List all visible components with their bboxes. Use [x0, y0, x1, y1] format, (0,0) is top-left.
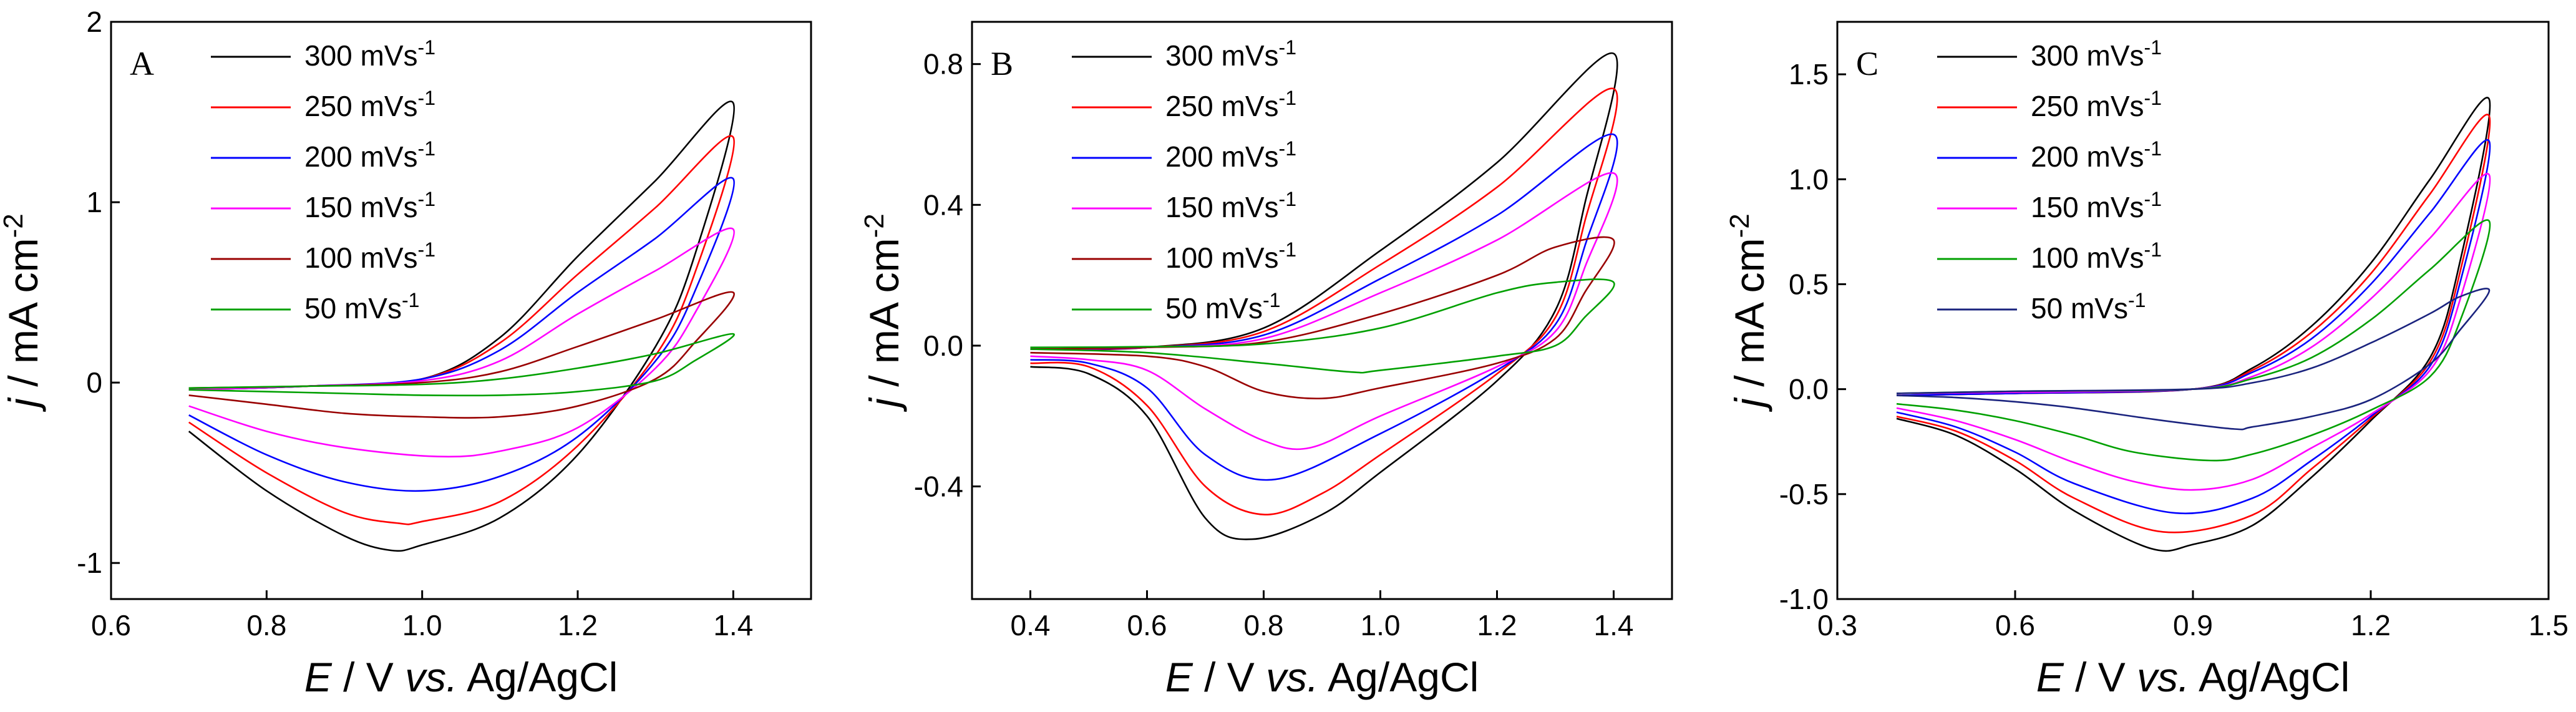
- y-tick-label: 0.4: [923, 188, 963, 221]
- x-axis-title: E / V vs. Ag/AgCl: [304, 654, 618, 700]
- y-tick-label: 0.0: [923, 329, 963, 362]
- x-tick-label: 0.6: [1127, 609, 1167, 641]
- x-tick-label: 0.4: [1011, 609, 1051, 641]
- legend-label: 150 mVs-1: [1165, 188, 1296, 223]
- y-tick-label: -0.5: [1779, 478, 1829, 510]
- cv-curve-150-mvs-1: [1030, 172, 1618, 451]
- legend-label: 50 mVs-1: [2031, 289, 2146, 324]
- cv-curve-250-mvs-1: [188, 135, 735, 525]
- legend-label: 200 mVs-1: [1165, 137, 1296, 173]
- legend-label: 250 mVs-1: [1165, 87, 1296, 122]
- legend-label: 300 mVs-1: [2031, 36, 2162, 72]
- panel-b: 0.4 0.6 0.8 1.0 1.2 1.4 -0.4 0.0 0.4 0.8 B E / V vs…: [859, 21, 1673, 700]
- legend-label: 300 mVs-1: [304, 36, 435, 72]
- x-tick-label: 0.3: [1817, 609, 1857, 641]
- cv-curve-200-mvs-1: [1030, 133, 1618, 481]
- legend-label: 50 mVs-1: [304, 289, 419, 324]
- cv-curve-300-mvs-1: [1030, 52, 1618, 540]
- panel-c: 0.3 0.6 0.9 1.2 1.5 -1.0 -0.5 0.0 0.5 1.0 1.5 C E / …: [1724, 21, 2569, 700]
- legend-label: 100 mVs-1: [304, 238, 435, 274]
- panel-label: B: [991, 45, 1013, 82]
- y-tick-label: 0: [86, 366, 102, 399]
- x-tick-label: 1.2: [558, 609, 598, 641]
- cv-curve-50-mvs-1: [1896, 288, 2491, 431]
- cv-curve-100-mvs-1: [1896, 219, 2491, 462]
- legend-label: 300 mVs-1: [1165, 36, 1296, 72]
- y-tick-label: 1.0: [1789, 163, 1829, 195]
- x-tick-label: 0.6: [91, 609, 131, 641]
- legend-label: 200 mVs-1: [304, 137, 435, 173]
- legend-label: 150 mVs-1: [304, 188, 435, 223]
- cv-curve-50-mvs-1: [1030, 278, 1615, 374]
- cv-curve-50-mvs-1: [188, 333, 735, 397]
- legend-label: 50 mVs-1: [1165, 289, 1280, 324]
- legend-label: 250 mVs-1: [2031, 87, 2162, 122]
- plot-frame: [110, 21, 812, 600]
- y-axis-title: j / mA cm-2: [1724, 213, 1773, 412]
- x-tick-label: 1.5: [2529, 609, 2569, 641]
- x-tick-label: 0.9: [2173, 609, 2213, 641]
- cv-curve-250-mvs-1: [1030, 87, 1618, 515]
- y-axis-title: j / mA cm-2: [0, 213, 46, 412]
- x-tick-label: 1.4: [1594, 609, 1634, 641]
- cv-curve-100-mvs-1: [1030, 236, 1615, 399]
- y-tick-label: -0.4: [914, 471, 963, 503]
- x-tick-label: 1.0: [402, 609, 442, 641]
- y-tick-label: -1.0: [1779, 583, 1829, 615]
- plot-frame: [971, 21, 1673, 600]
- legend-label: 150 mVs-1: [2031, 188, 2162, 223]
- cv-curve-200-mvs-1: [188, 177, 735, 492]
- x-tick-label: 0.8: [1244, 609, 1284, 641]
- y-tick-label: 1: [86, 186, 102, 218]
- y-tick-label: -1: [77, 547, 102, 579]
- x-tick-label: 0.6: [1995, 609, 2035, 641]
- panel-label: A: [130, 45, 154, 82]
- cv-curve-200-mvs-1: [1896, 139, 2491, 515]
- x-tick-label: 0.8: [246, 609, 286, 641]
- cv-curve-100-mvs-1: [188, 291, 735, 419]
- y-tick-label: 0.0: [1789, 373, 1829, 406]
- x-axis-title: E / V vs. Ag/AgCl: [1165, 654, 1479, 700]
- panel-a: 0.6 0.8 1.0 1.2 1.4 -1 0 1 2A E / V vs. Ag/AgCl j …: [0, 6, 812, 700]
- legend-label: 100 mVs-1: [1165, 238, 1296, 274]
- cv-curve-250-mvs-1: [1896, 114, 2491, 534]
- legend-label: 100 mVs-1: [2031, 238, 2162, 274]
- cv-curve-300-mvs-1: [188, 100, 735, 552]
- legend-label: 200 mVs-1: [2031, 137, 2162, 173]
- x-axis-title: E / V vs. Ag/AgCl: [2036, 654, 2350, 700]
- x-tick-label: 1.2: [2351, 609, 2391, 641]
- y-tick-label: 2: [86, 6, 102, 38]
- x-tick-label: 1.0: [1361, 609, 1401, 641]
- y-tick-label: 0.5: [1789, 268, 1829, 300]
- panel-label: C: [1856, 45, 1879, 82]
- y-tick-label: 0.8: [923, 48, 963, 80]
- y-tick-label: 1.5: [1789, 58, 1829, 90]
- x-tick-label: 1.2: [1477, 609, 1517, 641]
- cv-curve-300-mvs-1: [1896, 97, 2491, 552]
- legend-label: 250 mVs-1: [304, 87, 435, 122]
- y-axis-title: j / mA cm-2: [859, 213, 908, 412]
- cv-curve-150-mvs-1: [188, 227, 735, 458]
- x-tick-label: 1.4: [713, 609, 753, 641]
